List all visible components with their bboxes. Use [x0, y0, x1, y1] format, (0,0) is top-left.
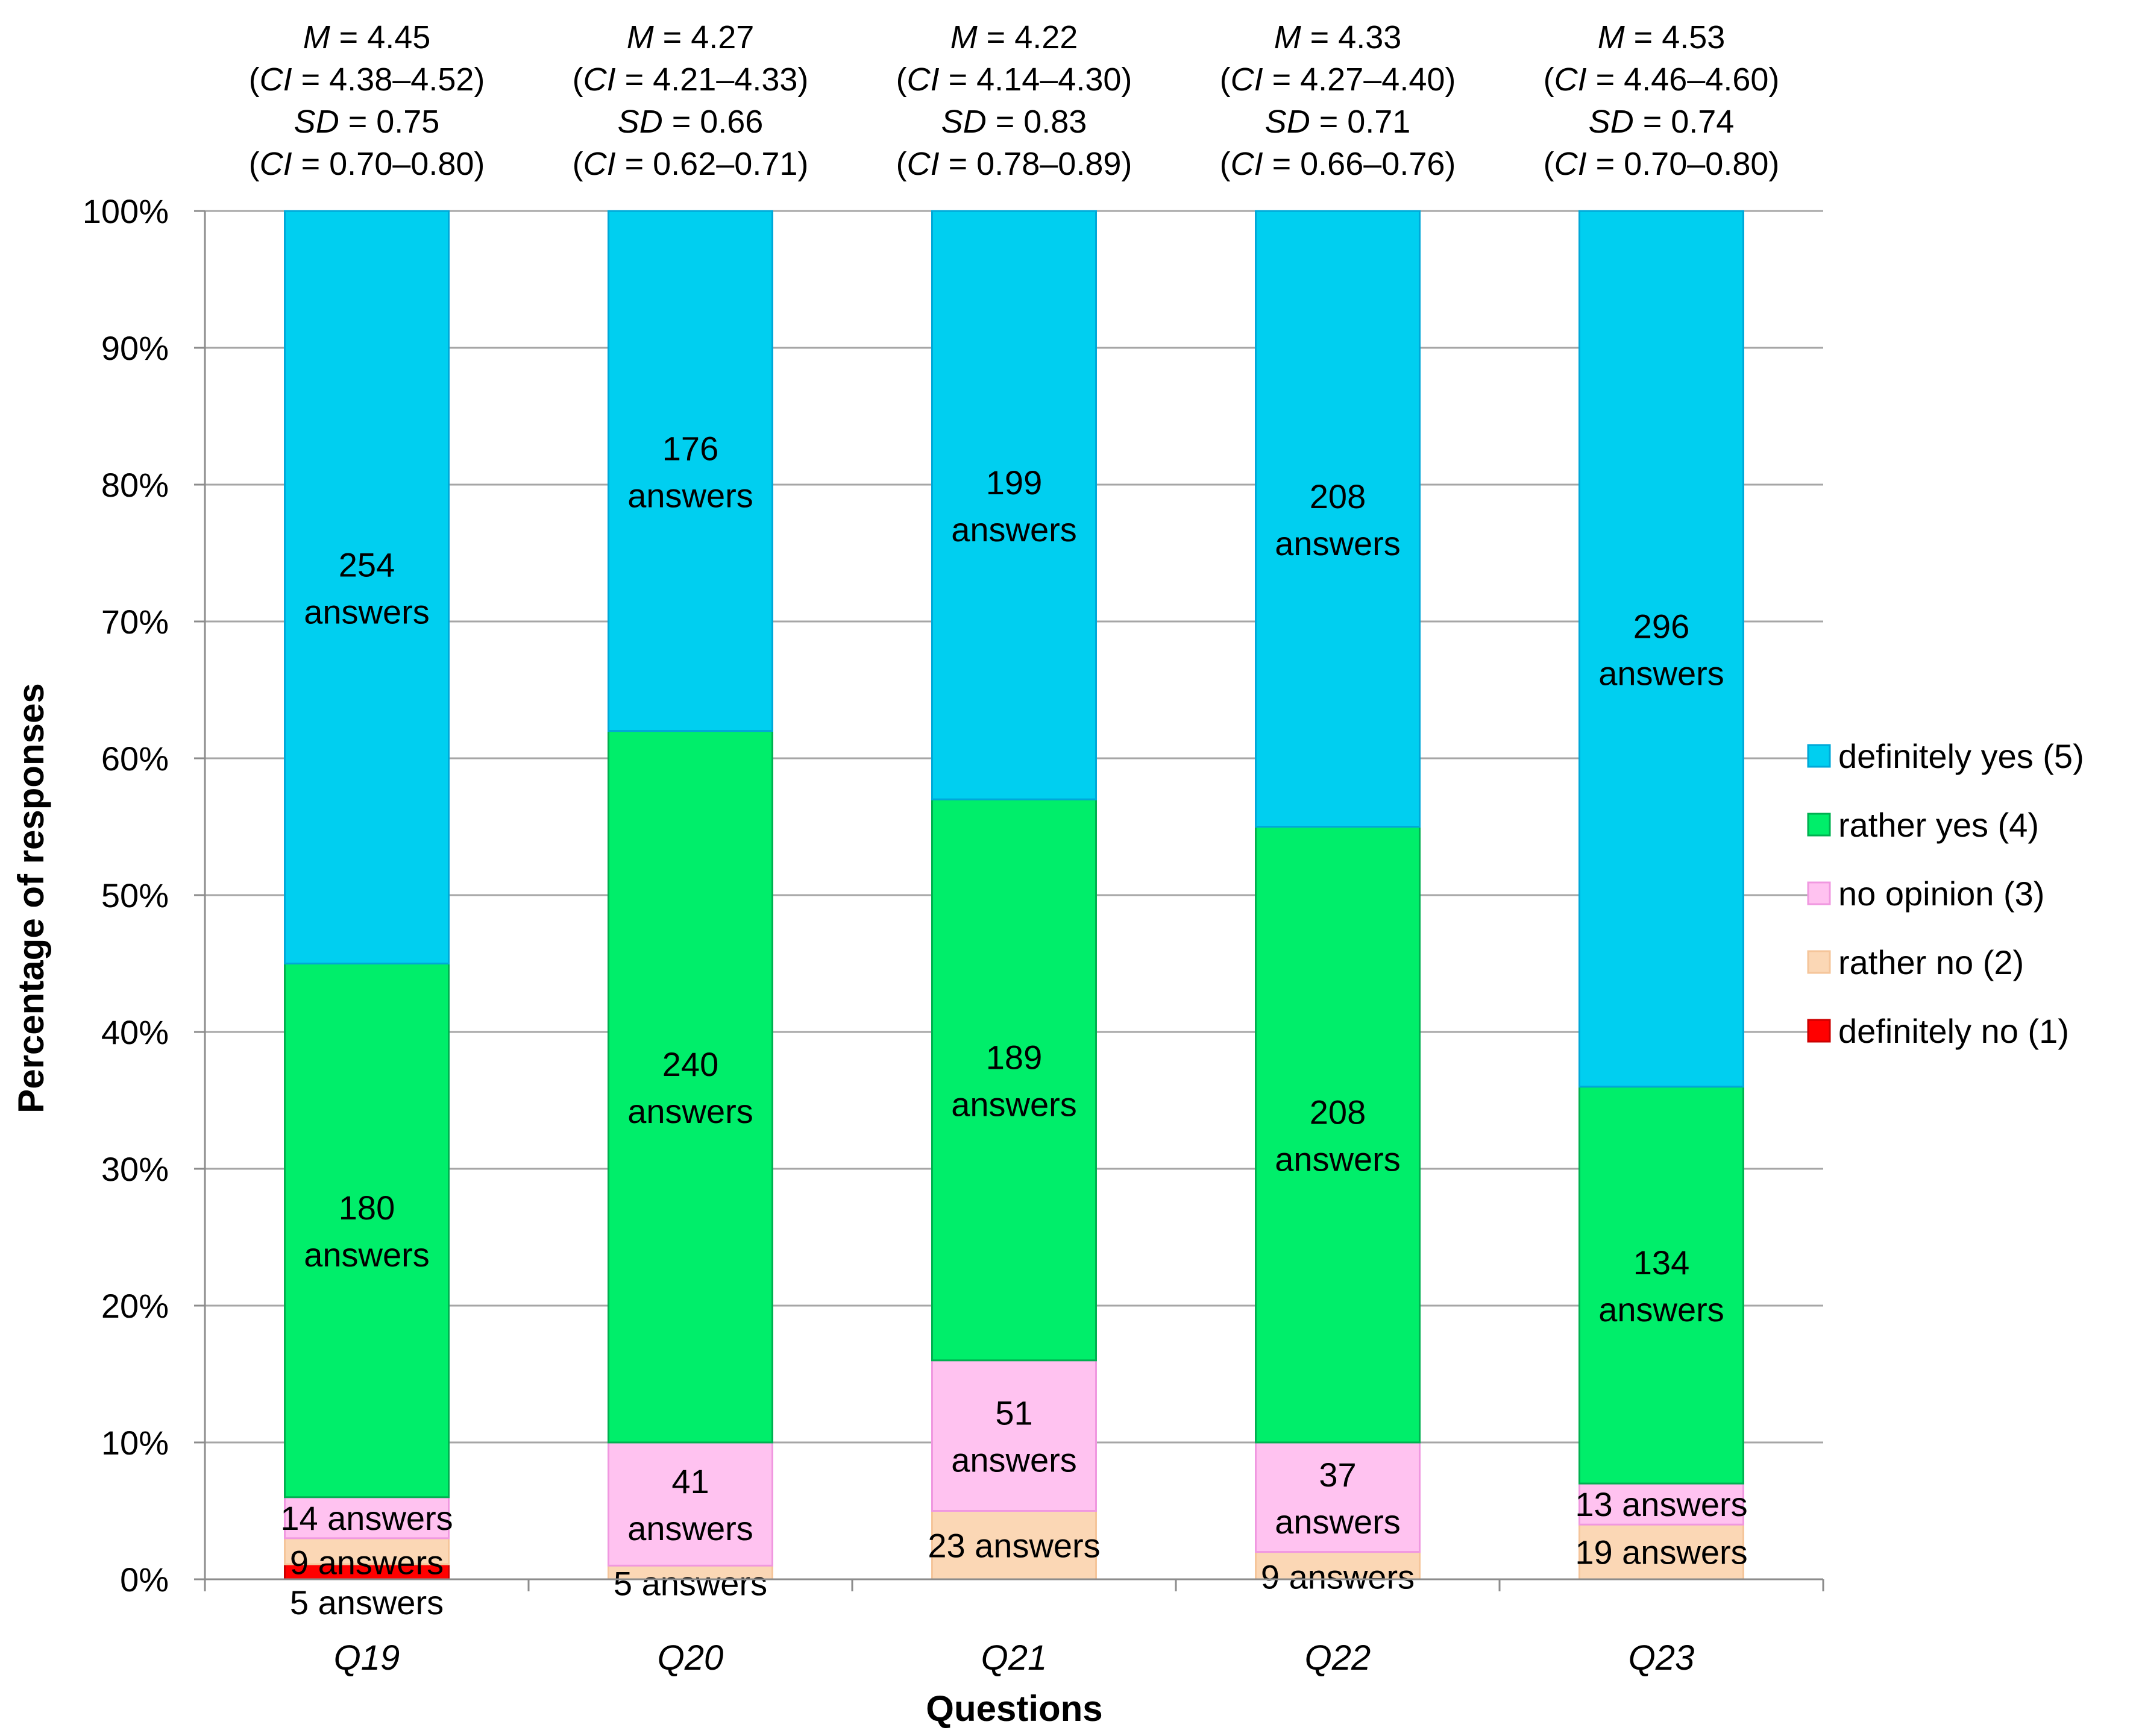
bar-segment: [284, 1537, 450, 1565]
bar-segment: [931, 1510, 1097, 1580]
stat-line: M = 4.45: [303, 19, 431, 55]
y-tick-label: 70%: [101, 603, 169, 641]
bar-value-label: 51 answers: [951, 1394, 1077, 1479]
bar-value-label: 9 answers: [290, 1543, 444, 1581]
x-axis-title: Questions: [926, 1688, 1102, 1729]
x-tick-label: Q20: [658, 1638, 724, 1678]
stat-line: (CI = 0.62–0.71): [573, 146, 809, 182]
y-tick-label: 40%: [101, 1013, 169, 1051]
legend-label: no opinion (3): [1838, 875, 2044, 913]
bar-segment: [931, 210, 1097, 800]
bar-value-label: 240 answers: [627, 1045, 753, 1130]
legend-label: rather yes (4): [1838, 806, 2039, 844]
bar-value-label: 176 answers: [627, 429, 753, 514]
bar-value-label: 41 answers: [627, 1462, 753, 1547]
stat-line: (CI = 4.14–4.30): [896, 61, 1132, 98]
bar-segment: [1578, 1523, 1744, 1580]
bar-segment: [1578, 210, 1744, 1088]
bar-segment: [931, 1359, 1097, 1512]
bar-value-label: 189 answers: [951, 1038, 1077, 1123]
bar-value-label: 199 answers: [951, 464, 1077, 549]
bar-value-label: 254 answers: [304, 546, 430, 631]
x-tick-label: Q23: [1629, 1638, 1695, 1678]
stat-line: SD = 0.74: [1589, 104, 1735, 140]
legend-swatch: [1807, 1019, 1831, 1043]
stat-line: (CI = 0.66–0.76): [1220, 146, 1456, 182]
bar-segment: [284, 210, 450, 964]
y-tick-label: 30%: [101, 1150, 169, 1188]
x-tick-label: Q19: [334, 1638, 400, 1678]
axes: 0% 10% 20% 30% 40% 50% 60% 70% 80% 90% 100% Q19 Q20 Q…: [83, 192, 1824, 1678]
bar-segment: [608, 210, 773, 732]
legend: definitely yes (5) rather yes (4) no opini…: [1807, 737, 2084, 1050]
bar-segment: [1255, 210, 1421, 828]
bar-segment: [931, 798, 1097, 1362]
bar-value-label: 23 answers: [928, 1526, 1100, 1564]
stat-line: (CI = 4.21–4.33): [573, 61, 809, 98]
bar-value-label: 37 answers: [1275, 1456, 1401, 1541]
stat-line: M = 4.33: [1274, 19, 1402, 55]
x-tick-label: Q22: [1305, 1638, 1371, 1678]
legend-swatch: [1807, 813, 1831, 837]
stat-line: SD = 0.71: [1265, 104, 1411, 140]
bar-value-label: 296 answers: [1598, 607, 1724, 692]
bar-segment: [608, 1441, 773, 1567]
y-axis-title: Percentage of responses: [11, 683, 51, 1113]
stat-line: (CI = 0.78–0.89): [896, 146, 1132, 182]
bar-value-label: 13 answers: [1575, 1485, 1747, 1523]
bar-segment: [1578, 1086, 1744, 1485]
stat-line: SD = 0.66: [618, 104, 764, 140]
legend-swatch: [1807, 881, 1831, 905]
bar-value-label: 180 answers: [304, 1189, 430, 1274]
y-tick-label: 100%: [83, 192, 169, 230]
bar-segment: [284, 1563, 450, 1580]
y-tick-label: 10%: [101, 1424, 169, 1462]
bar-segment: [1578, 1482, 1744, 1526]
legend-label: rather no (2): [1838, 943, 2024, 981]
stat-line: M = 4.22: [950, 19, 1078, 55]
stat-line: SD = 0.75: [294, 104, 440, 140]
legend-label: definitely no (1): [1838, 1012, 2069, 1050]
y-tick-label: 80%: [101, 466, 169, 504]
stat-line: M = 4.27: [627, 19, 755, 55]
bar-value-label: 208 answers: [1275, 477, 1401, 562]
bar-segment: [1255, 826, 1421, 1444]
bar-value-label: 5 answers: [290, 1583, 444, 1621]
legend-swatch: [1807, 744, 1831, 768]
stat-line: (CI = 4.27–4.40): [1220, 61, 1456, 98]
y-tick-label: 0%: [120, 1561, 169, 1599]
y-tick-label: 20%: [101, 1287, 169, 1325]
stat-line: SD = 0.83: [941, 104, 1087, 140]
x-tick-label: Q21: [981, 1638, 1048, 1678]
bar-segment: [284, 1496, 450, 1539]
bar-segment: [1255, 1551, 1421, 1580]
stat-line: (CI = 0.70–0.80): [249, 146, 485, 182]
question-statistics: M = 4.45 (CI = 4.38–4.52) SD = 0.75 (CI = 0…: [249, 19, 1780, 182]
bar-value-label: 14 answers: [280, 1499, 453, 1537]
y-tick-label: 60%: [101, 740, 169, 778]
bar-segment: [284, 963, 450, 1499]
legend-swatch: [1807, 950, 1831, 974]
stat-line: M = 4.53: [1598, 19, 1726, 55]
bar-segment: [608, 730, 773, 1444]
bar-segment: [1255, 1441, 1421, 1553]
bar-value-label: 9 answers: [1261, 1558, 1415, 1596]
y-tick-label: 50%: [101, 876, 169, 914]
stat-line: (CI = 4.46–4.60): [1544, 61, 1780, 98]
bar-value-label: 134 answers: [1598, 1244, 1724, 1329]
stat-line: (CI = 4.38–4.52): [249, 61, 485, 98]
legend-label: definitely yes (5): [1838, 737, 2084, 775]
bar-value-label: 5 answers: [614, 1565, 767, 1603]
bar-value-label: 208 answers: [1275, 1093, 1401, 1178]
y-tick-label: 90%: [101, 329, 169, 367]
stat-line: (CI = 0.70–0.80): [1544, 146, 1780, 182]
bar-value-label: 19 answers: [1575, 1533, 1747, 1571]
